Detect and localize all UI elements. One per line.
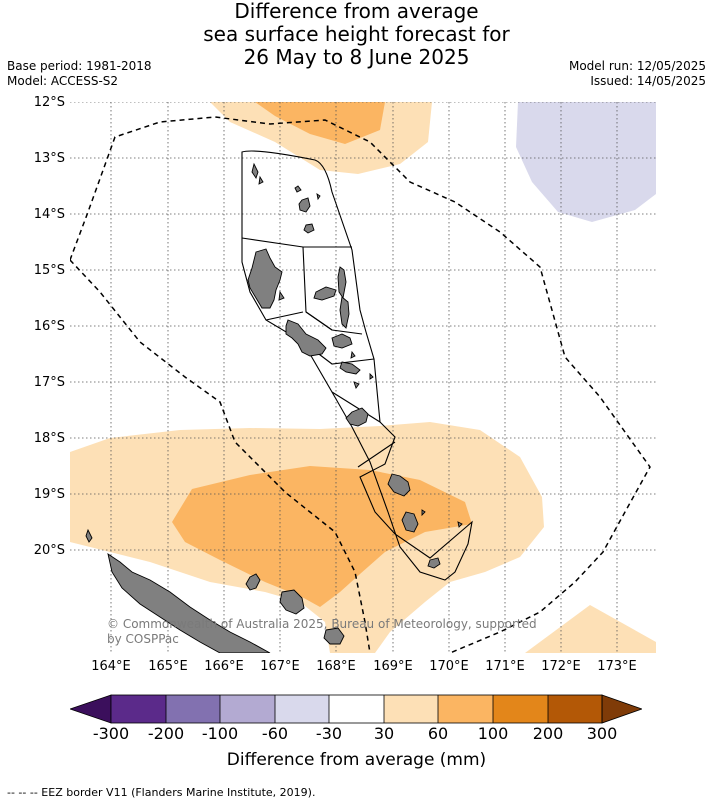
colorbar-tick-200: 200: [532, 724, 564, 743]
meta-left: Base period: 1981-2018 Model: ACCESS-S2: [7, 59, 152, 89]
lon-label-166e: 166°E: [204, 659, 244, 674]
island-maewo: [337, 266, 347, 300]
island-torres-2: [258, 175, 264, 185]
lon-label-169e: 169°E: [373, 659, 413, 674]
island-espiritu-santo: [247, 248, 283, 309]
island-merelava: [303, 223, 315, 234]
title-line-1: Difference from average: [234, 0, 479, 23]
colorbar-tick-30: 30: [373, 724, 395, 743]
lon-label-168e: 168°E: [316, 659, 356, 674]
lon-label-173e: 173°E: [597, 659, 637, 674]
colorbar-bin-3: [220, 695, 275, 723]
colorbar-extend-low: [70, 694, 112, 724]
colorbar-label: Difference from average (mm): [226, 750, 487, 770]
island-tongoa: [353, 381, 360, 389]
island-aniwa: [421, 509, 426, 517]
lat-label-16s: 16°S: [33, 319, 65, 334]
lat-label-19s: 19°S: [33, 487, 65, 502]
lon-label-171e: 171°E: [485, 659, 525, 674]
lat-label-18s: 18°S: [33, 431, 65, 446]
map-plot: [70, 102, 656, 653]
base-period: Base period: 1981-2018: [7, 59, 152, 73]
lon-label-170e: 170°E: [429, 659, 469, 674]
island-futuna: [457, 521, 463, 528]
island-grande-terre: [107, 553, 271, 653]
island-ouvea: [245, 573, 261, 591]
island-belep: [85, 528, 93, 543]
island-pentecost: [339, 296, 350, 329]
lon-label-164e: 164°E: [91, 659, 131, 674]
lon-label-165e: 165°E: [148, 659, 188, 674]
island-tanna: [401, 511, 419, 533]
anomaly-mid-orange-north: [255, 102, 385, 144]
model-name: Model: ACCESS-S2: [7, 74, 119, 88]
island-erromango: [387, 473, 411, 497]
lon-label-172e: 172°E: [541, 659, 581, 674]
island-paama: [350, 350, 356, 359]
anomaly-light-purple: [516, 102, 656, 222]
colorbar-tick-neg30: -30: [315, 724, 343, 743]
island-ambrym: [331, 333, 353, 349]
model-run: Model run: 12/05/2025: [568, 59, 706, 73]
island-vanua-lava: [294, 185, 302, 193]
island-torres: [251, 162, 259, 180]
new-caledonia: [85, 528, 345, 653]
island-aore: [278, 290, 285, 301]
colorbar-bin-9: [548, 695, 602, 723]
meta-right: Model run: 12/05/2025 Issued: 14/05/2025: [569, 59, 706, 89]
colorbar-bin-2: [166, 695, 220, 723]
anomaly-mid-orange-south: [172, 466, 472, 607]
lat-label-20s: 20°S: [33, 543, 65, 558]
colorbar-extend-high: [601, 694, 642, 724]
island-epi: [339, 361, 361, 375]
colorbar-bin-5: [329, 695, 384, 723]
island-mare: [323, 627, 345, 645]
map-grid: [70, 102, 656, 653]
colorbar-bin-1: [111, 695, 166, 723]
eez-border: [70, 116, 651, 653]
island-efate: [345, 407, 369, 427]
colorbar-bin-7: [438, 695, 493, 723]
lat-label-13s: 13°S: [33, 151, 65, 166]
colorbar-tick-neg100: -100: [201, 724, 239, 743]
islands: [247, 162, 463, 569]
title-line-3: 26 May to 8 June 2025: [243, 45, 470, 69]
island-shepherds: [369, 372, 374, 380]
island-mota: [316, 193, 321, 201]
eez-footnote: -- -- -- EEZ border V11 (Flanders Marine…: [7, 786, 316, 799]
lat-label-15s: 15°S: [33, 263, 65, 278]
colorbar-bin-6: [384, 695, 438, 723]
lat-label-12s: 12°S: [33, 95, 65, 110]
lat-label-17s: 17°S: [33, 375, 65, 390]
colorbar-tick-100: 100: [477, 724, 509, 743]
issued-date: Issued: 14/05/2025: [590, 74, 706, 88]
island-ambae: [313, 286, 337, 301]
colorbar-bin-8: [493, 695, 548, 723]
colorbar-tick-neg300: -300: [92, 724, 130, 743]
province-boundaries: [241, 150, 473, 581]
map-credit: © Commonwealth of Australia 2025, Bureau…: [107, 617, 537, 646]
colorbar-tick-neg60: -60: [261, 724, 289, 743]
colorbar-tick-60: 60: [427, 724, 449, 743]
colorbar-tick-neg200: -200: [147, 724, 185, 743]
colorbar-bin-4: [275, 695, 329, 723]
island-aneityum: [427, 557, 441, 569]
anomaly-light-orange-southeast: [525, 605, 656, 653]
island-malekula: [285, 319, 327, 357]
island-lifou: [279, 589, 305, 615]
island-gaua: [298, 197, 311, 213]
colorbar: [70, 694, 642, 724]
lat-label-14s: 14°S: [33, 207, 65, 222]
colorbar-tick-300: 300: [586, 724, 618, 743]
lon-label-167e: 167°E: [260, 659, 300, 674]
title-line-2: sea surface height forecast for: [203, 22, 510, 46]
